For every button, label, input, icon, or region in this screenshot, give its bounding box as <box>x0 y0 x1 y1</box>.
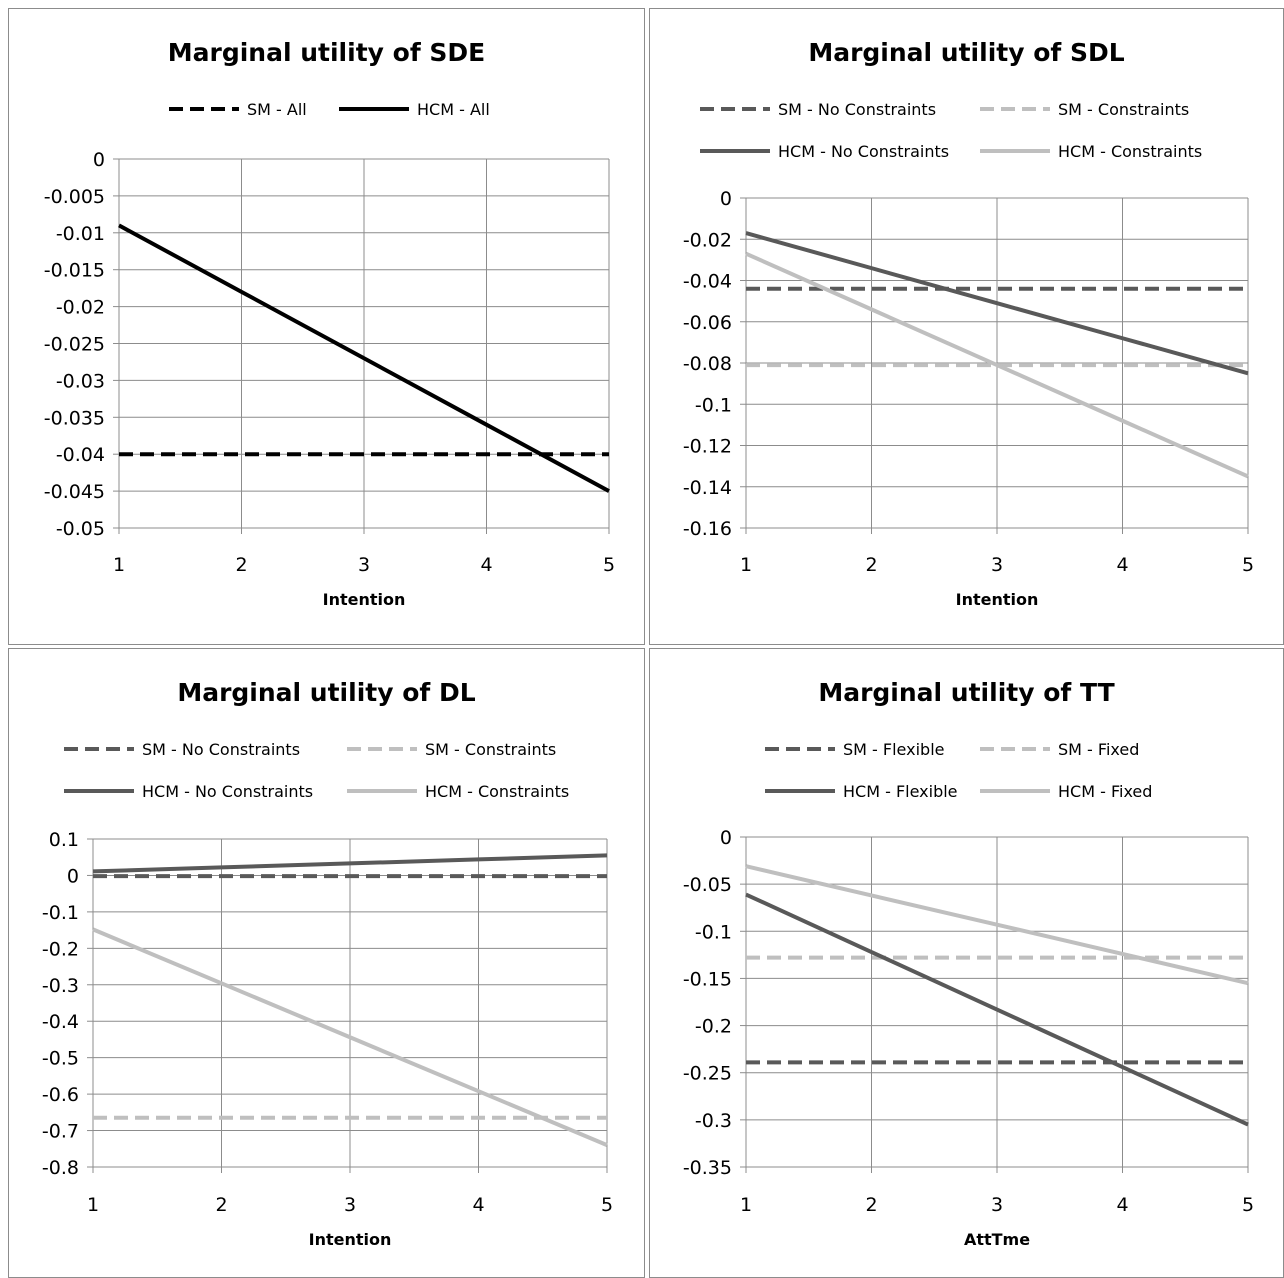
y-tick-label: -0.6 <box>42 1084 79 1106</box>
x-axis-label: Intention <box>956 590 1039 609</box>
x-tick-label: 2 <box>235 554 247 576</box>
chart-title: Marginal utility of SDE <box>168 38 485 67</box>
chart-panel-sde: Marginal utility of SDE 0 -0.005 -0.01 -0.01… <box>8 8 645 645</box>
y-tick-label: -0.03 <box>56 370 105 392</box>
y-tick-label: -0.025 <box>44 334 105 356</box>
legend-label: HCM - Flexible <box>843 782 958 801</box>
x-tick-label: 3 <box>991 554 1003 576</box>
y-tick-label: 0 <box>67 865 79 887</box>
x-tick-label: 1 <box>87 1194 99 1216</box>
y-tick-label: -0.045 <box>44 481 105 503</box>
chart-svg: Marginal utility of SDL 0 -0.02 -0.04 -0.06 -… <box>683 38 1254 609</box>
y-tick-label: -0.1 <box>695 921 732 943</box>
y-tick-label: -0.04 <box>683 271 732 293</box>
x-tick-label: 4 <box>472 1194 484 1216</box>
x-tick-label: 5 <box>1242 554 1254 576</box>
x-axis-label: Intention <box>309 1230 392 1249</box>
x-tick-label: 2 <box>215 1194 227 1216</box>
series-line <box>118 223 610 493</box>
legend-label: SM - Constraints <box>1058 100 1189 119</box>
y-tick-label: 0 <box>720 188 732 210</box>
chart-panel-tt: Marginal utility of TT 0 -0.05 -0.1 -0.15 -0.… <box>649 648 1284 1278</box>
chart-title: Marginal utility of SDL <box>808 38 1124 67</box>
y-tick-label: 0 <box>93 149 105 171</box>
x-tick-label: 2 <box>865 1194 877 1216</box>
y-tick-label: -0.02 <box>56 297 105 319</box>
chart-title: Marginal utility of DL <box>177 678 475 707</box>
y-tick-label: -0.2 <box>42 938 79 960</box>
x-tick-label: 1 <box>740 554 752 576</box>
y-tick-label: -0.01 <box>56 223 105 245</box>
y-tick-label: 0 <box>720 827 732 849</box>
legend-label: HCM - Constraints <box>1058 142 1202 161</box>
y-tick-label: -0.06 <box>683 312 732 334</box>
chart-svg: Marginal utility of DL 0.1 0 -0.1 -0.2 -0.3 -0… <box>42 678 613 1249</box>
x-tick-label: 3 <box>344 1194 356 1216</box>
y-tick-label: -0.05 <box>56 518 105 540</box>
series-line <box>92 927 608 1147</box>
y-tick-label: -0.15 <box>683 968 732 990</box>
y-tick-label: -0.1 <box>695 394 732 416</box>
legend-label: SM - No Constraints <box>778 100 936 119</box>
y-tick-label: -0.8 <box>42 1157 79 1179</box>
y-tick-label: -0.14 <box>683 477 732 499</box>
legend-label: HCM - No Constraints <box>778 142 949 161</box>
y-tick-label: -0.035 <box>44 407 105 429</box>
series-line <box>745 231 1249 376</box>
x-tick-label: 3 <box>358 554 370 576</box>
y-tick-label: -0.25 <box>683 1063 732 1085</box>
y-tick-label: -0.02 <box>683 229 732 251</box>
y-tick-label: -0.3 <box>695 1110 732 1132</box>
x-axis-label: Intention <box>323 590 406 609</box>
chart-svg: Marginal utility of SDE 0 -0.005 -0.01 -0.01… <box>44 38 615 609</box>
x-axis-label: AttTme <box>964 1230 1030 1249</box>
legend-label: SM - No Constraints <box>142 740 300 759</box>
y-tick-label: 0.1 <box>49 829 79 851</box>
legend-label: HCM - No Constraints <box>142 782 313 801</box>
y-tick-label: -0.4 <box>42 1011 79 1033</box>
y-tick-label: -0.3 <box>42 975 79 997</box>
x-tick-label: 1 <box>113 554 125 576</box>
legend-label: SM - Fixed <box>1058 740 1139 759</box>
legend-label: HCM - Constraints <box>425 782 569 801</box>
y-tick-label: -0.05 <box>683 874 732 896</box>
x-tick-label: 5 <box>603 554 615 576</box>
x-tick-label: 5 <box>1242 1194 1254 1216</box>
x-tick-label: 4 <box>1116 554 1128 576</box>
chart-panel-sdl: Marginal utility of SDL 0 -0.02 -0.04 -0.06 -… <box>649 8 1284 645</box>
y-tick-label: -0.04 <box>56 444 105 466</box>
y-tick-label: -0.35 <box>683 1157 732 1179</box>
y-tick-label: -0.7 <box>42 1121 79 1143</box>
y-tick-label: -0.5 <box>42 1048 79 1070</box>
x-tick-label: 2 <box>865 554 877 576</box>
series-line <box>745 892 1249 1127</box>
chart-panel-dl: Marginal utility of DL 0.1 0 -0.1 -0.2 -0.3 -0… <box>8 648 645 1278</box>
legend-label: SM - Flexible <box>843 740 944 759</box>
series-line <box>92 853 608 874</box>
series-line <box>745 251 1249 479</box>
y-tick-label: -0.1 <box>42 902 79 924</box>
x-tick-label: 4 <box>480 554 492 576</box>
x-tick-label: 5 <box>601 1194 613 1216</box>
x-tick-label: 4 <box>1116 1194 1128 1216</box>
legend-label: SM - Constraints <box>425 740 556 759</box>
y-tick-label: -0.005 <box>44 186 105 208</box>
legend-label: HCM - All <box>417 100 490 119</box>
legend-label: HCM - Fixed <box>1058 782 1152 801</box>
y-tick-label: -0.2 <box>695 1016 732 1038</box>
y-tick-label: -0.08 <box>683 353 732 375</box>
x-tick-label: 3 <box>991 1194 1003 1216</box>
y-tick-label: -0.12 <box>683 436 732 458</box>
chart-title: Marginal utility of TT <box>818 678 1114 707</box>
y-tick-label: -0.015 <box>44 260 105 282</box>
y-tick-label: -0.16 <box>683 518 732 540</box>
legend-label: SM - All <box>247 100 307 119</box>
x-tick-label: 1 <box>740 1194 752 1216</box>
series-line <box>745 864 1249 986</box>
chart-svg: Marginal utility of TT 0 -0.05 -0.1 -0.15 -0.… <box>683 678 1254 1249</box>
